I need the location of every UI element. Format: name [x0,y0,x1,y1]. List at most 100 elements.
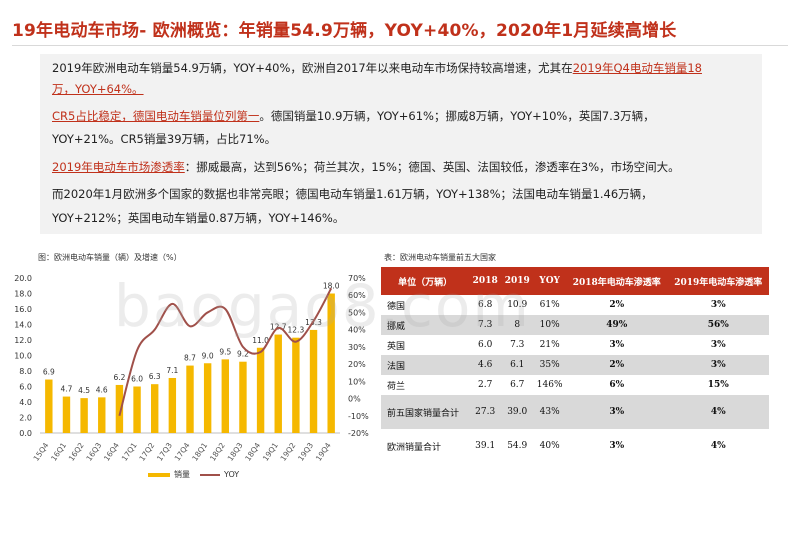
cell: 54.9 [501,429,534,463]
y-tick-label: 10.0 [14,352,32,361]
cell: 3% [566,395,668,429]
summary-text: YOY+212%；英国电动车销量0.87万辆，YOY+146%。 [52,211,345,225]
cell: 6.8 [469,295,502,315]
cell: 2% [566,295,668,315]
y-tick-label: 14.0 [14,321,32,330]
bar-data-label: 12.3 [288,326,305,335]
bar [239,361,247,433]
bar-data-label: 7.1 [166,366,178,375]
y2-tick-label: -10% [348,412,369,421]
header-2019: 2019 [501,267,534,295]
yoy-line [118,287,333,417]
legend-label-yoy: YOY [223,470,239,479]
summary-line-1: 2019年欧洲电动车销量54.9万辆，YOY+40%，欧洲自2017年以来电动车… [52,61,702,75]
header-penetration-2018: 2018年电动车渗透率 [566,267,668,295]
cell: 39.1 [469,429,502,463]
table-row: 荷兰 2.7 6.7 146% 6% 15% [381,375,769,395]
x-tick-label: 18Q2 [208,441,227,463]
bar-data-label: 4.6 [96,385,108,394]
x-tick-label: 18Q3 [226,441,245,463]
cell: 4% [667,395,769,429]
y-tick-label: 4.0 [19,398,32,407]
bar [168,377,177,433]
summary-text: 而2020年1月欧洲多个国家的数据也非常亮眼；德国电动车销量1.61万辆，YOY… [52,187,653,201]
cell: 40% [533,429,567,463]
x-tick-label: 16Q4 [102,441,121,463]
y2-tick-label: 50% [348,308,366,317]
summary-line-2: 万，YOY+64%。 [52,82,144,96]
cell: 3% [667,295,769,315]
bar-data-label: 4.5 [78,386,90,395]
y2-tick-label: 20% [348,360,366,369]
table-row: 挪威 7.3 8 10% 49% 56% [381,315,769,335]
cell: 4.6 [469,355,502,375]
summary-highlight-penetration: 2019年电动车市场渗透率 [52,160,185,174]
row-label: 英国 [381,335,470,355]
header-yoy: YOY [533,267,567,295]
cell: 146% [533,375,567,395]
row-label: 欧洲销量合计 [381,429,470,463]
y2-tick-label: 40% [348,326,366,335]
bar-data-label: 6.0 [131,375,143,384]
x-tick-label: 16Q3 [84,441,103,463]
y-tick-label: 20.0 [14,274,32,283]
bar [133,386,141,433]
cell: 4% [667,429,769,463]
summary-line-3: CR5占比稳定，德国电动车销量位列第一。德国销量10.9万辆，YOY+61%；挪… [52,109,655,123]
cell: 35% [533,355,567,375]
summary-text: YOY+21%。CR5销量39万辆，占比71%。 [52,132,277,146]
y2-tick-label: 10% [348,377,366,386]
bar [115,384,124,433]
bar [80,398,88,433]
summary-line-7: YOY+212%；英国电动车销量0.87万辆，YOY+146%。 [52,211,344,225]
x-tick-label: 17Q3 [155,441,174,463]
summary-highlight-q4-cont: 万，YOY+64%。 [52,82,144,96]
row-label: 挪威 [381,315,470,335]
bar-data-label: 9.0 [202,351,214,360]
bar-data-label: 9.5 [219,347,231,356]
summary-line-4: YOY+21%。CR5销量39万辆，占比71%。 [52,132,276,146]
bar [186,365,194,433]
header-penetration-2019: 2019年电动车渗透率 [667,267,769,295]
title-divider [12,45,788,46]
y-tick-label: 8.0 [19,367,32,376]
cell: 10.9 [501,295,534,315]
table-row: 德国 6.8 10.9 61% 2% 3% [381,295,769,315]
y-tick-label: 18.0 [14,290,32,299]
summary-line-5: 2019年电动车市场渗透率：挪威最高，达到56%；荷兰其次，15%；德国、英国、… [52,160,680,174]
bar-data-label: 6.9 [43,368,55,377]
x-tick-label: 16Q2 [67,441,86,463]
row-label: 荷兰 [381,375,470,395]
bar [98,397,106,433]
x-tick-label: 18Q4 [243,441,262,463]
y-tick-label: 12.0 [14,336,32,345]
cell: 6.1 [501,355,534,375]
cell: 43% [533,395,567,429]
legend-swatch-sales [148,473,170,477]
bar-data-label: 4.7 [61,385,73,394]
row-label: 前五国家销量合计 [381,395,470,429]
cell: 6.0 [469,335,502,355]
cell: 7.3 [469,315,502,335]
cell: 15% [667,375,769,395]
y2-tick-label: 30% [348,343,366,352]
bar [203,363,212,433]
table-row: 前五国家销量合计 27.3 39.0 43% 3% 4% [381,395,769,429]
header-2018: 2018 [469,267,502,295]
cell: 8 [501,315,534,335]
legend-label-sales: 销量 [174,469,190,479]
cell: 61% [533,295,567,315]
summary-text: 。德国销量10.9万辆，YOY+61%；挪威8万辆，YOY+10%，英国7.3万… [259,109,655,123]
summary-highlight-q4: 2019年Q4电动车销量18 [572,61,702,75]
bar [221,359,229,433]
cell: 3% [667,335,769,355]
cell: 3% [667,355,769,375]
summary-box: 2019年欧洲电动车销量54.9万辆，YOY+40%，欧洲自2017年以来电动车… [40,54,762,234]
x-tick-label: 18Q1 [190,441,209,463]
chart-caption: 图：欧洲电动车销量（辆）及增速（%） [38,253,182,262]
cell: 2% [566,355,668,375]
sales-chart: 0.0 2.0 4.0 6.0 8.0 10.0 12.0 14.0 16.0 18.0 20.0 -… [14,274,369,479]
y-tick-label: 16.0 [14,305,32,314]
x-tick-label: 19Q1 [261,441,280,463]
summary-highlight-cr5: CR5占比稳定，德国电动车销量位列第一 [52,109,260,123]
